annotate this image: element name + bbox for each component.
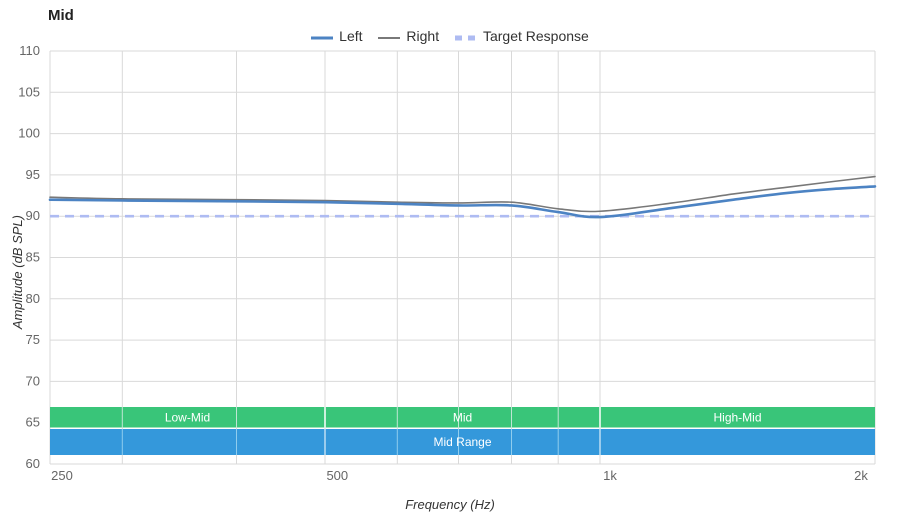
svg-text:High-Mid: High-Mid xyxy=(713,411,761,425)
svg-text:100: 100 xyxy=(18,126,40,141)
svg-text:70: 70 xyxy=(26,373,40,388)
svg-text:2k: 2k xyxy=(854,468,868,483)
svg-text:1k: 1k xyxy=(603,468,617,483)
svg-text:75: 75 xyxy=(26,332,40,347)
svg-text:90: 90 xyxy=(26,208,40,223)
svg-text:Low-Mid: Low-Mid xyxy=(165,411,210,425)
svg-text:60: 60 xyxy=(26,456,40,471)
svg-text:500: 500 xyxy=(326,468,348,483)
svg-text:95: 95 xyxy=(26,167,40,182)
svg-text:Mid: Mid xyxy=(453,411,472,425)
svg-text:80: 80 xyxy=(26,291,40,306)
svg-text:65: 65 xyxy=(26,415,40,430)
svg-text:Mid Range: Mid Range xyxy=(433,435,491,449)
svg-text:105: 105 xyxy=(18,84,40,99)
svg-text:250: 250 xyxy=(51,468,73,483)
svg-text:110: 110 xyxy=(19,43,40,58)
svg-text:85: 85 xyxy=(26,250,40,265)
